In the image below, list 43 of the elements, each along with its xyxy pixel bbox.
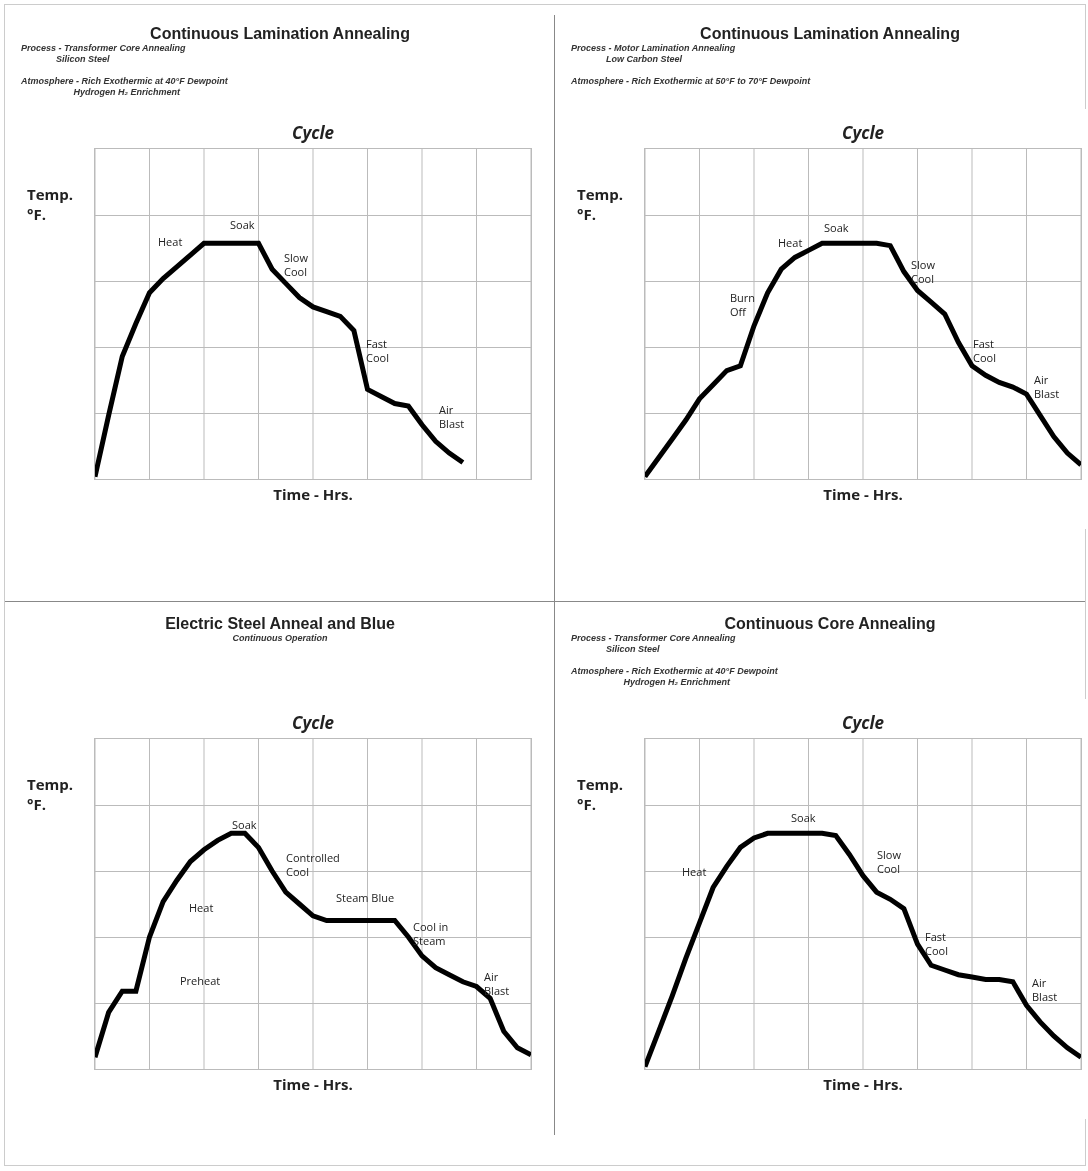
y-axis-title: Temp. °F.	[27, 184, 74, 224]
annotation: Heat	[158, 234, 183, 249]
text: Cycle	[842, 711, 885, 734]
text: Process - Transformer Core Annealing Silicon Steel Atmosphere - Rich Exothermic at 40°F Dewpoint Hydrogen H₂ Enrichment	[571, 633, 778, 687]
annotation: Heat	[778, 235, 803, 250]
y-axis-title: Temp. °F.	[577, 184, 624, 224]
annotation: Air Blast	[484, 969, 510, 999]
y-axis-title: Temp. °F.	[27, 774, 74, 814]
annotation: Fast Cool	[925, 929, 948, 959]
x-axis-title: Time - Hrs.	[823, 1074, 903, 1095]
annotation: Burn Off	[730, 290, 756, 320]
text: Process - Motor Lamination Annealing Low Carbon Steel Atmosphere - Rich Exothermic at 50°F to 70°F Dewpoint	[571, 43, 811, 86]
annotation: Heat	[189, 900, 214, 915]
annotation: Heat	[682, 864, 707, 879]
text: Cycle	[292, 711, 335, 734]
text: Process - Transformer Core Annealing Silicon Steel Atmosphere - Rich Exothermic at 40°F Dewpoint Hydrogen H₂ Enrichment	[21, 43, 228, 97]
annotation: Slow Cool	[877, 847, 902, 877]
annotation: Slow Cool	[284, 250, 309, 280]
text: Cycle	[842, 121, 885, 144]
annotation: Slow Cool	[911, 257, 936, 287]
chart-title: Continuous Core Annealing	[723, 615, 937, 633]
x-axis-title: Time - Hrs.	[823, 484, 903, 505]
text: Soak	[824, 220, 849, 235]
text: Cycle	[292, 121, 335, 144]
text: Soak	[232, 817, 257, 832]
annotation: Fast Cool	[366, 336, 389, 366]
chart-title: Electric Steel Anneal and Blue	[164, 615, 396, 633]
annotation: Controlled Cool	[286, 850, 340, 880]
y-axis-title: Temp. °F.	[577, 774, 624, 814]
annotation: Steam Blue	[336, 890, 395, 905]
annotation: Fast Cool	[973, 336, 996, 366]
chart-subtitle: Continuous Operation	[231, 633, 329, 645]
text: Soak	[791, 810, 816, 825]
x-axis-title: Time - Hrs.	[273, 1074, 353, 1095]
annotation: Air Blast	[1034, 372, 1060, 402]
x-axis-title: Time - Hrs.	[273, 484, 353, 505]
chart-title: Continuous Lamination Annealing	[699, 25, 961, 43]
annotation: Preheat	[180, 973, 221, 988]
chart-title: Continuous Lamination Annealing	[149, 25, 411, 43]
annotation: Air Blast	[439, 402, 465, 432]
annotation: Air Blast	[1032, 975, 1058, 1005]
text: Soak	[230, 217, 255, 232]
annotation: Cool in Steam	[413, 919, 449, 949]
